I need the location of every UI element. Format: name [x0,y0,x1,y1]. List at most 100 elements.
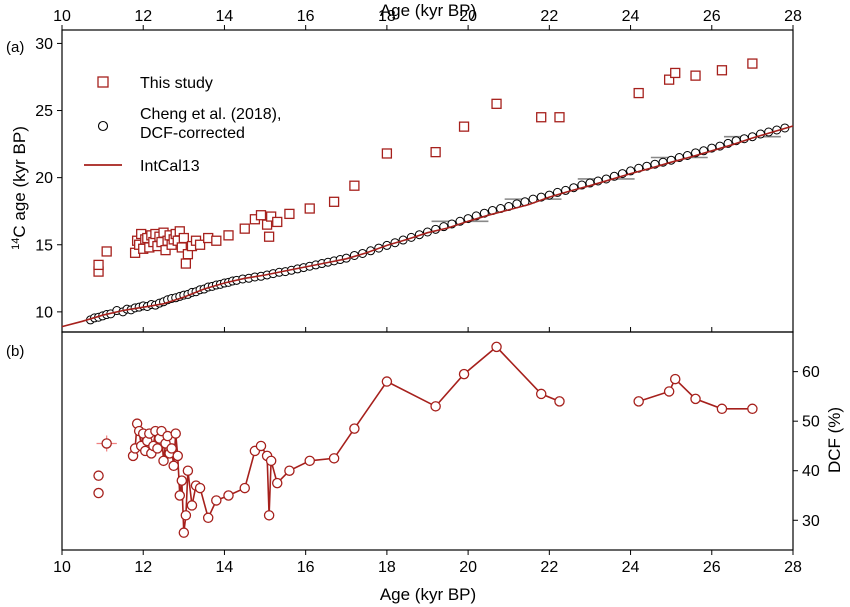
this-study-point [381,148,393,159]
dcf-point [663,386,675,397]
top-xtick-label-0: 10 [53,8,71,25]
dcf-point [211,495,222,506]
this-study-point [633,87,644,99]
this-study-point [180,258,192,269]
this-study-point [211,235,222,246]
dcf-point [458,368,470,380]
this-study-point [349,180,360,191]
b-xtick-label-9: 28 [784,559,802,576]
this-study-point [328,196,340,207]
dcf-point [170,428,181,439]
dcf-point [304,455,315,467]
legend: This study Cheng et al. (2018), DCF-corr… [84,75,281,175]
legend-square-marker [97,76,109,88]
panel-a-yticks: 10 15 20 25 30 [35,36,62,321]
dcf-point [430,401,441,412]
b-xtick-label-5: 20 [459,559,477,576]
this-study-point [239,223,250,234]
b-xtick-label-6: 22 [540,559,558,576]
top-xtick-label-6: 22 [540,8,558,25]
this-study-point [536,112,547,123]
panel-a-yaxis-title: 14C age (kyr BP) [10,126,29,250]
dcf-point [239,482,250,494]
dcf-point [633,396,644,407]
b-xtick-label-0: 10 [53,559,71,576]
panel-a-label: (a) [6,39,24,56]
dcf-point [93,470,104,481]
b-xtick-label-8: 26 [703,559,721,576]
this-study-series [93,58,758,277]
dcf-point [93,487,104,499]
this-study-point [101,246,112,257]
this-study-point [265,211,277,222]
panel-b-frame [61,331,794,551]
this-study-point [670,67,681,79]
top-xtick-label-9: 28 [784,8,802,25]
this-study-point [430,146,441,158]
dcf-point [158,455,169,467]
a-ytick-label-4: 30 [35,36,53,53]
legend-label-intcal13: IntCal13 [140,158,200,175]
b-ytick-label-1: 40 [802,463,820,480]
this-study-point [747,58,758,69]
intcal13-line [61,125,794,328]
dcf-point [194,482,206,494]
legend-label-cheng-line2: DCF-corrected [140,125,245,142]
dcf-point [101,438,112,449]
dcf-point [284,465,295,476]
this-study-point [458,121,470,132]
b-xtick-label-1: 12 [134,559,152,576]
a-ytick-label-3: 25 [35,103,53,120]
panel-a-top-xticks: 10 12 14 16 18 20 22 24 26 28 [53,8,802,332]
this-study-point [255,210,267,221]
dcf-point [174,490,186,501]
dcf-point [554,396,565,407]
top-xtick-label-5: 20 [459,8,477,25]
this-study-point [491,98,502,109]
dcf-point [669,373,681,385]
bottom-xaxis-title: Age (kyr BP) [380,585,476,604]
this-study-point [263,231,275,242]
panel-b: 10 12 14 16 18 20 22 24 26 28 30 40 50 60 Age (kyr B… [6,331,844,604]
b-xtick-label-4: 18 [378,559,396,576]
this-study-point [663,74,675,85]
dcf-point [172,450,183,462]
panel-b-label: (b) [6,343,24,360]
panel-b-yaxis-title: DCF (%) [825,407,844,473]
panel-b-yticks: 30 40 50 60 [793,364,820,530]
dcf-point [176,475,188,486]
dcf-point [202,512,214,524]
dcf-point [223,490,234,501]
ylabel-rest: C age (kyr BP) [10,126,29,237]
dcf-point [535,388,547,400]
b-xtick-label-3: 16 [297,559,315,576]
panel-b-xticks: 10 12 14 16 18 20 22 24 26 28 [53,550,802,576]
b-ytick-label-2: 50 [802,414,820,431]
this-study-point [304,203,315,214]
dcf-point [180,510,192,521]
dcf-points [93,341,758,538]
dcf-point [182,465,194,476]
dcf-point [265,455,277,467]
this-study-point [93,259,104,271]
this-study-point [690,70,701,81]
dcf-point [491,341,502,353]
dcf-point [328,453,340,464]
ylabel-superscript-14: 14 [10,238,22,250]
top-xaxis-title: Age (kyr BP) [380,1,476,20]
this-study-point [284,208,295,220]
legend-circle-marker [97,120,109,132]
dcf-point [168,460,179,472]
dcf-point [186,500,198,511]
a-ytick-label-1: 15 [35,237,53,254]
top-xtick-label-1: 12 [134,8,152,25]
legend-label-cheng-line1: Cheng et al. (2018), [140,106,281,123]
dcf-point [349,423,360,434]
this-study-point [223,230,234,241]
legend-label-this-study: This study [140,75,213,92]
this-study-point [554,112,565,123]
this-study-point [716,65,728,76]
dcf-point [690,393,701,405]
dcf-point [178,527,190,538]
